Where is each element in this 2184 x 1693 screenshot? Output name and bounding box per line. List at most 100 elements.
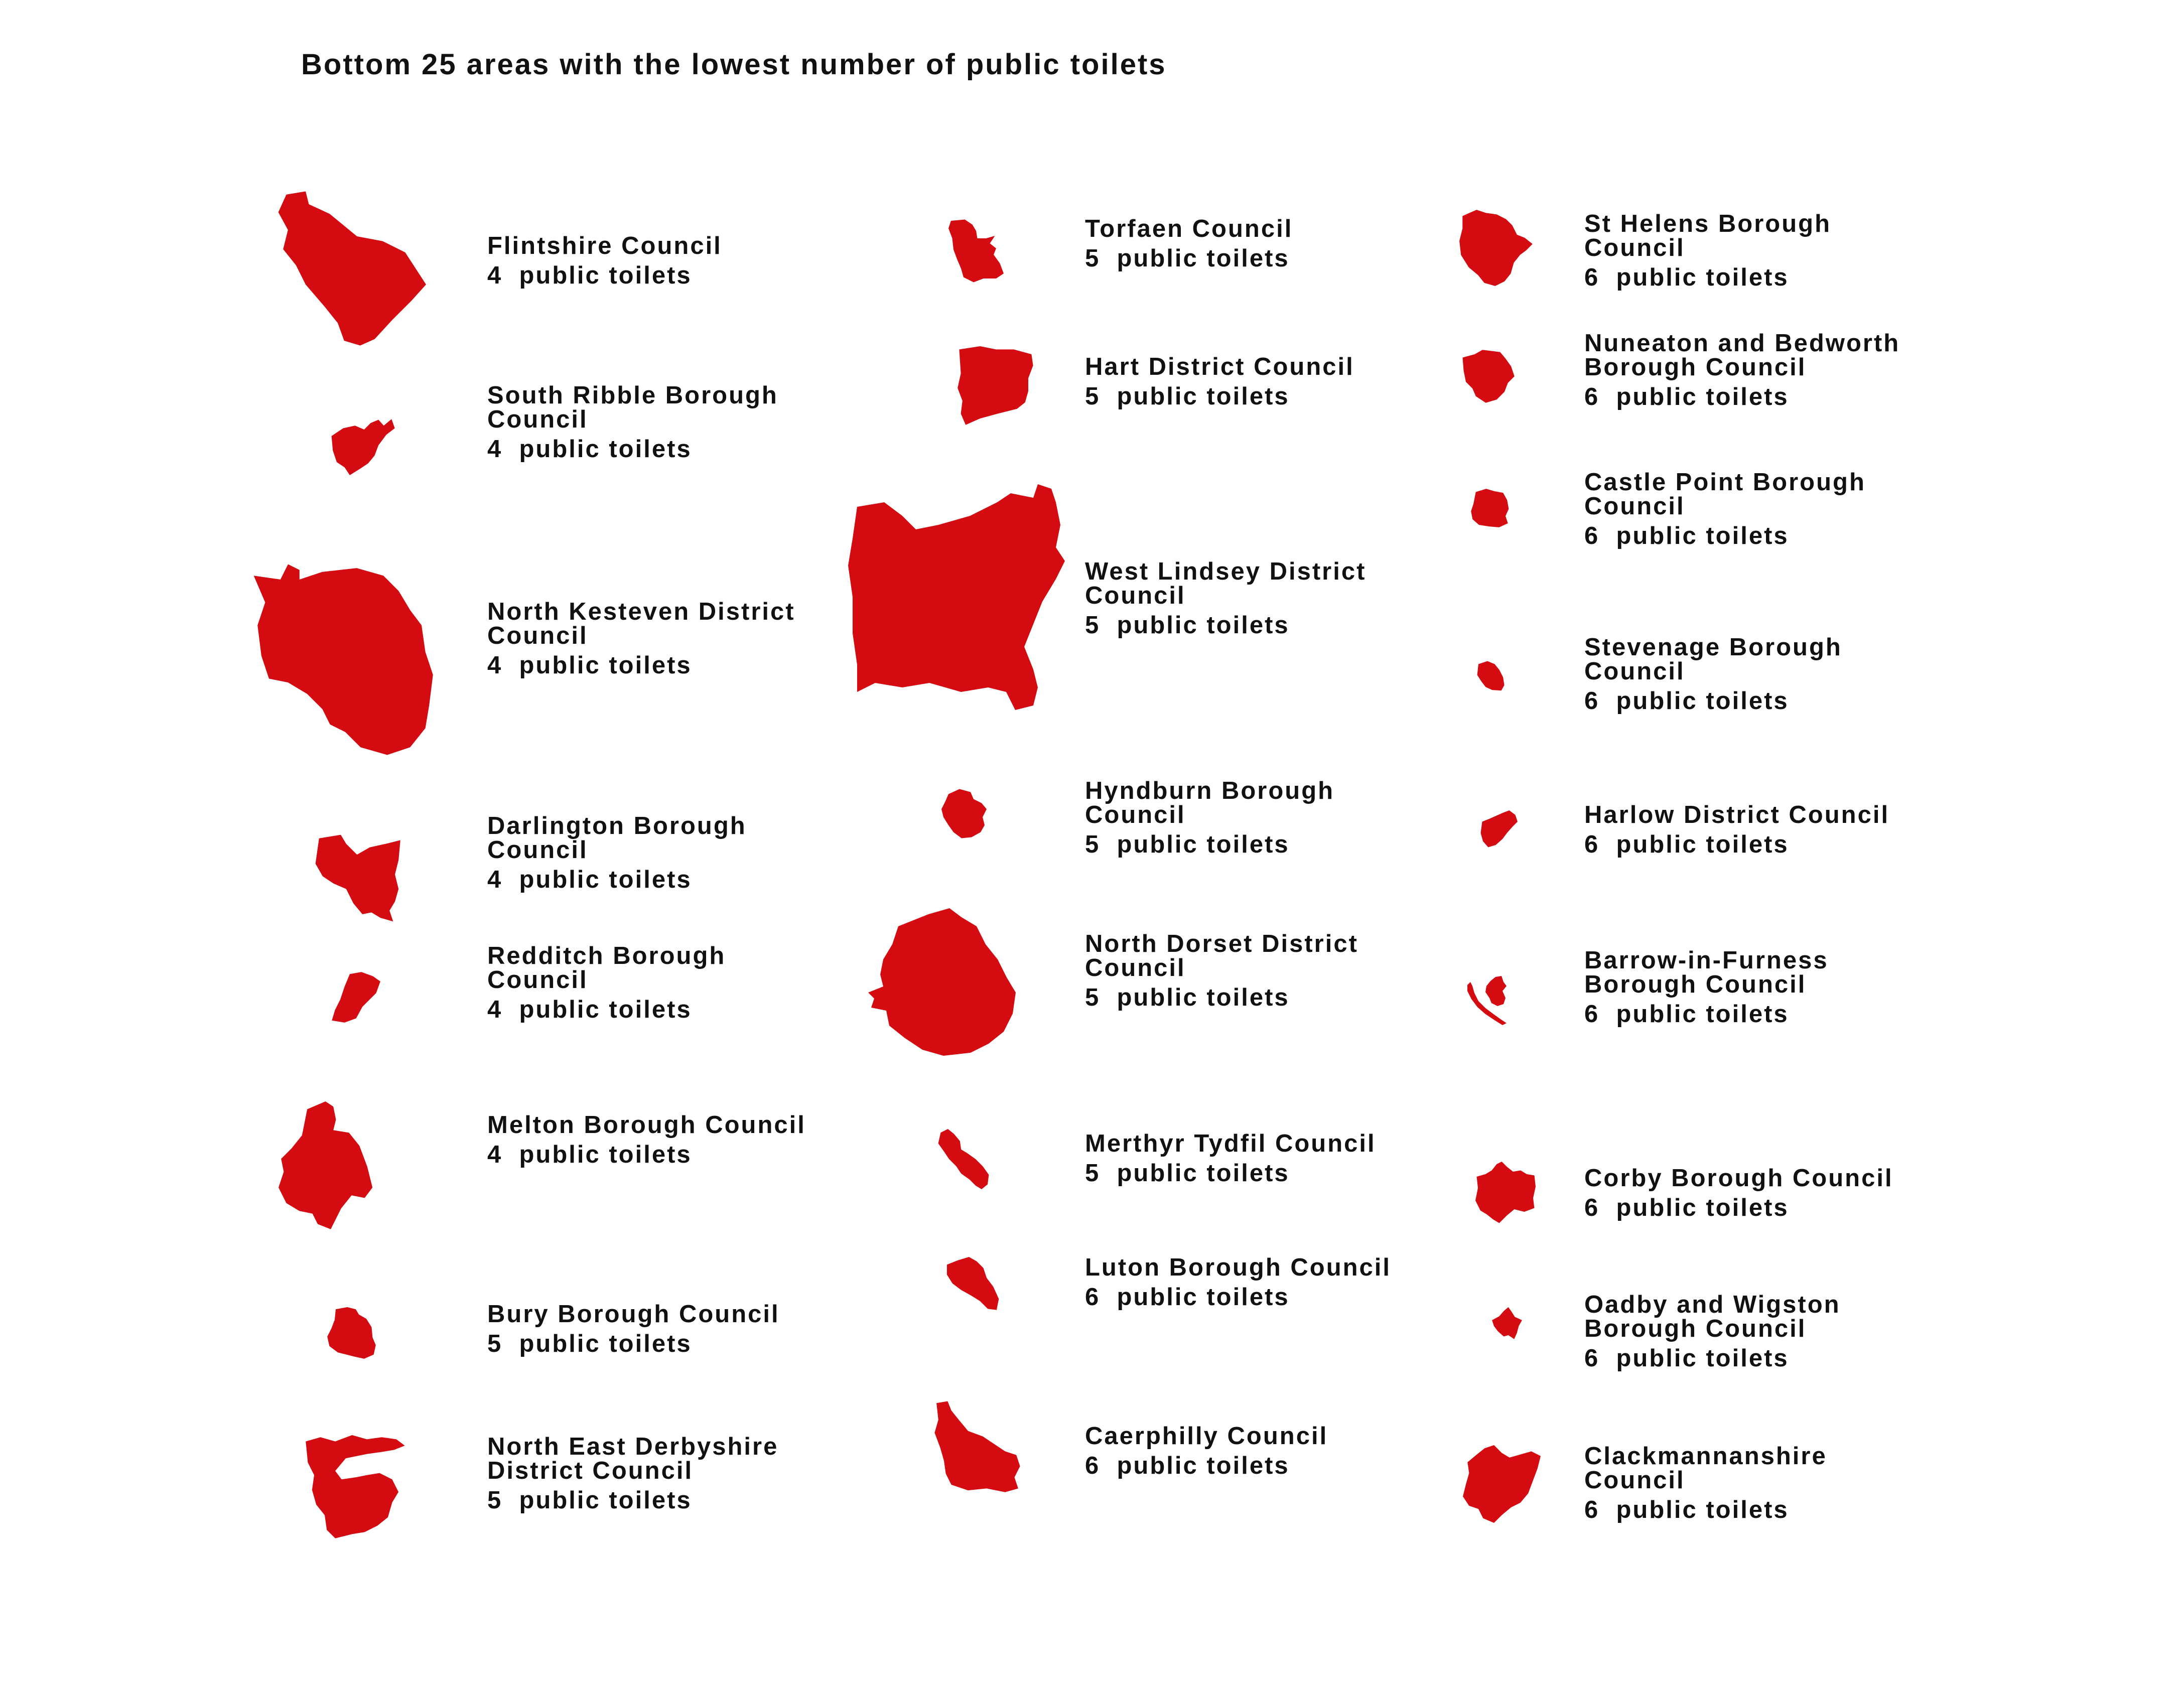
area-label-south-ribble: South Ribble Borough Council 4 public to… (487, 383, 813, 463)
area-name: St Helens Borough Council (1584, 210, 1832, 261)
area-shape-torfaen (946, 198, 1009, 304)
area-shape-north-east-derbyshire (304, 1423, 409, 1553)
area-label-torfaen: Torfaen Council 5 public toilets (1085, 217, 1411, 272)
area-count: 4 public toilets (487, 436, 692, 463)
area-count: 5 public toilets (1085, 245, 1290, 272)
area-name: Torfaen Council (1085, 215, 1293, 242)
area-name: Castle Point Borough Council (1584, 469, 1866, 520)
area-shape-melton (279, 1074, 409, 1259)
area-name: Harlow District Council (1584, 801, 1890, 828)
area-count: 5 public toilets (1085, 1160, 1290, 1187)
area-count: 6 public toilets (1584, 1001, 1789, 1028)
area-shape-stevenage (1475, 657, 1506, 695)
area-name: Bury Borough Council (487, 1301, 780, 1328)
area-name: Darlington Borough Council (487, 812, 747, 864)
area-label-west-lindsey: West Lindsey District Council 5 public t… (1085, 559, 1411, 639)
area-shape-north-kesteven (250, 558, 441, 761)
area-name: Flintshire Council (487, 232, 722, 259)
area-count: 5 public toilets (1085, 612, 1290, 639)
area-count: 6 public toilets (1584, 264, 1789, 291)
area-name: Luton Borough Council (1085, 1254, 1392, 1281)
area-shape-oadby-wigston (1489, 1307, 1525, 1340)
area-name: Corby Borough Council (1584, 1165, 1893, 1192)
area-label-barrow-in-furness: Barrow-in-Furness Borough Council 6 publ… (1584, 948, 1910, 1028)
area-label-merthyr-tydfil: Merthyr Tydfil Council 5 public toilets (1085, 1132, 1411, 1187)
area-name: Nuneaton and Bedworth Borough Council (1584, 330, 1900, 381)
area-shape-hart (956, 336, 1036, 437)
area-shape-barrow-in-furness (1465, 948, 1516, 1054)
area-count: 6 public toilets (1584, 831, 1789, 858)
area-count: 4 public toilets (487, 262, 692, 289)
area-count: 4 public toilets (487, 996, 692, 1023)
area-count: 6 public toilets (1085, 1452, 1290, 1479)
area-count: 6 public toilets (1085, 1284, 1290, 1311)
area-name: North East Derbyshire District Council (487, 1433, 779, 1484)
area-count: 6 public toilets (1584, 383, 1789, 410)
area-name: Barrow-in-Furness Borough Council (1584, 947, 1829, 998)
area-count: 5 public toilets (1085, 984, 1290, 1011)
area-shape-merthyr-tydfil (933, 1106, 994, 1212)
area-shape-hyndburn (938, 783, 989, 845)
area-count: 5 public toilets (487, 1487, 692, 1514)
area-shape-redditch (329, 971, 381, 1024)
area-shape-flintshire (274, 188, 434, 349)
area-count: 5 public toilets (1085, 383, 1290, 410)
area-shape-darlington (309, 833, 409, 923)
area-name: Melton Borough Council (487, 1111, 806, 1139)
area-count: 6 public toilets (1584, 1194, 1789, 1221)
area-name: West Lindsey District Council (1085, 558, 1367, 609)
area-count: 6 public toilets (1584, 687, 1789, 715)
area-label-flintshire: Flintshire Council 4 public toilets (487, 234, 813, 290)
area-count: 5 public toilets (1085, 831, 1290, 858)
area-name: South Ribble Borough Council (487, 382, 778, 433)
area-name: Merthyr Tydfil Council (1085, 1130, 1376, 1157)
area-label-north-dorset: North Dorset District Council 5 public t… (1085, 932, 1411, 1012)
area-label-redditch: Redditch Borough Council 4 public toilet… (487, 944, 813, 1024)
area-shape-harlow (1479, 810, 1520, 848)
area-shape-west-lindsey (848, 477, 1074, 718)
area-name: Caerphilly Council (1085, 1423, 1328, 1450)
area-shape-clackmannanshire (1453, 1445, 1551, 1523)
area-label-castle-point: Castle Point Borough Council 6 public to… (1584, 470, 1910, 550)
area-count: 4 public toilets (487, 652, 692, 679)
area-shape-south-ribble (310, 416, 416, 482)
area-name: Stevenage Borough Council (1584, 634, 1842, 685)
area-count: 4 public toilets (487, 866, 692, 893)
area-label-stevenage: Stevenage Borough Council 6 public toile… (1584, 635, 1910, 715)
area-label-corby: Corby Borough Council 6 public toilets (1584, 1166, 1910, 1222)
area-name: North Kesteven District Council (487, 598, 795, 649)
area-shape-caerphilly (931, 1377, 1024, 1518)
area-shape-st-helens (1458, 206, 1536, 289)
area-name: Hyndburn Borough Council (1085, 777, 1335, 828)
area-name: Oadby and Wigston Borough Council (1584, 1291, 1841, 1342)
area-shape-luton (943, 1257, 1001, 1312)
area-count: 4 public toilets (487, 1141, 692, 1168)
area-label-st-helens: St Helens Borough Council 6 public toile… (1584, 212, 1910, 292)
area-label-nuneaton-bedworth: Nuneaton and Bedworth Borough Council 6 … (1584, 331, 1910, 411)
area-shape-bury (325, 1297, 378, 1370)
area-count: 6 public toilets (1584, 1345, 1789, 1372)
area-label-caerphilly: Caerphilly Council 6 public toilets (1085, 1424, 1411, 1480)
area-count: 6 public toilets (1584, 522, 1789, 549)
area-shape-corby (1468, 1162, 1543, 1224)
area-label-hart: Hart District Council 5 public toilets (1085, 355, 1411, 410)
area-name: Hart District Council (1085, 353, 1354, 380)
area-name: North Dorset District Council (1085, 930, 1358, 981)
area-shape-castle-point (1469, 484, 1510, 532)
area-count: 5 public toilets (487, 1330, 692, 1357)
area-name: Redditch Borough Council (487, 942, 726, 994)
area-name: Clackmannanshire Council (1584, 1443, 1827, 1494)
area-label-oadby-wigston: Oadby and Wigston Borough Council 6 publ… (1584, 1293, 1910, 1372)
area-label-bury: Bury Borough Council 5 public toilets (487, 1302, 813, 1358)
area-label-melton: Melton Borough Council 4 public toilets (487, 1113, 813, 1169)
area-label-hyndburn: Hyndburn Borough Council 5 public toilet… (1085, 779, 1411, 859)
area-count: 6 public toilets (1584, 1496, 1789, 1523)
area-label-darlington: Darlington Borough Council 4 public toil… (487, 814, 813, 894)
area-label-north-east-derbyshire: North East Derbyshire District Council 5… (487, 1435, 813, 1514)
area-shape-north-dorset (868, 896, 1019, 1071)
area-label-luton: Luton Borough Council 6 public toilets (1085, 1255, 1411, 1311)
chart-title: Bottom 25 areas with the lowest number o… (301, 48, 1167, 81)
area-label-clackmannanshire: Clackmannanshire Council 6 public toilet… (1584, 1444, 1910, 1524)
area-label-north-kesteven: North Kesteven District Council 4 public… (487, 600, 813, 679)
area-label-harlow: Harlow District Council 6 public toilets (1584, 803, 1910, 859)
